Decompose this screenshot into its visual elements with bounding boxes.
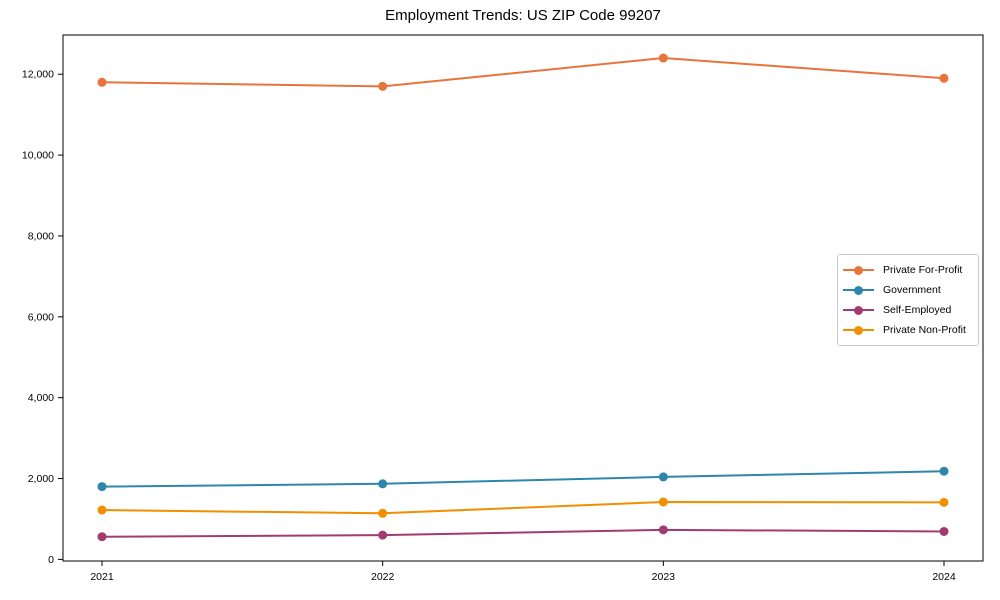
legend-marker-icon (843, 285, 874, 295)
x-tick-label: 2023 (652, 571, 676, 583)
x-tick-label: 2021 (90, 571, 114, 583)
chart-title: Employment Trends: US ZIP Code 99207 (385, 7, 661, 24)
data-point-self-employed-2024 (939, 526, 949, 536)
x-tick-label: 2022 (371, 571, 395, 583)
data-point-private-for-profit-2023 (658, 53, 668, 63)
x-tick-label: 2024 (932, 571, 956, 583)
data-point-self-employed-2021 (97, 532, 107, 542)
data-point-private-non-profit-2022 (378, 508, 388, 518)
y-tick-label: 10,000 (22, 150, 54, 162)
legend-marker-icon (843, 325, 874, 335)
legend-label: Self-Employed (883, 304, 952, 316)
legend-item-government: Government (843, 280, 972, 300)
data-point-government-2023 (658, 472, 668, 482)
y-tick-label: 0 (48, 554, 54, 566)
data-point-private-for-profit-2021 (97, 77, 107, 87)
data-point-government-2021 (97, 482, 107, 492)
legend-item-private-for-profit: Private For-Profit (843, 260, 972, 280)
data-point-private-for-profit-2024 (939, 73, 949, 83)
axes-frame (62, 34, 984, 562)
legend-dot (854, 325, 863, 335)
data-point-self-employed-2022 (378, 530, 388, 540)
data-point-private-non-profit-2024 (939, 497, 949, 507)
legend-label: Government (883, 284, 941, 296)
legend: Private For-Profit Government Self-Employe… (837, 254, 979, 346)
data-point-self-employed-2023 (658, 525, 668, 535)
series-line-government (101, 470, 945, 488)
legend-item-private-non-profit: Private Non-Profit (843, 320, 972, 340)
legend-dot (854, 285, 863, 295)
data-point-private-non-profit-2023 (658, 497, 668, 507)
legend-label: Private For-Profit (883, 264, 963, 276)
series-line-self-employed (101, 528, 945, 538)
legend-item-self-employed: Self-Employed (843, 300, 972, 320)
data-point-government-2022 (378, 479, 388, 489)
legend-marker-icon (843, 305, 874, 315)
legend-marker-icon (843, 265, 874, 275)
series-line-private-non-profit (101, 500, 945, 515)
y-tick-label: 2,000 (28, 473, 54, 485)
y-tick-label: 4,000 (28, 392, 54, 404)
data-point-government-2024 (939, 466, 949, 476)
legend-dot (854, 265, 863, 275)
data-point-private-for-profit-2022 (378, 81, 388, 91)
y-tick-label: 8,000 (28, 230, 54, 242)
legend-dot (854, 305, 863, 315)
y-tick-label: 12,000 (22, 69, 54, 81)
data-point-private-non-profit-2021 (97, 505, 107, 515)
y-tick-label: 6,000 (28, 311, 54, 323)
legend-label: Private Non-Profit (883, 324, 966, 336)
series-line-private-for-profit (101, 57, 945, 88)
